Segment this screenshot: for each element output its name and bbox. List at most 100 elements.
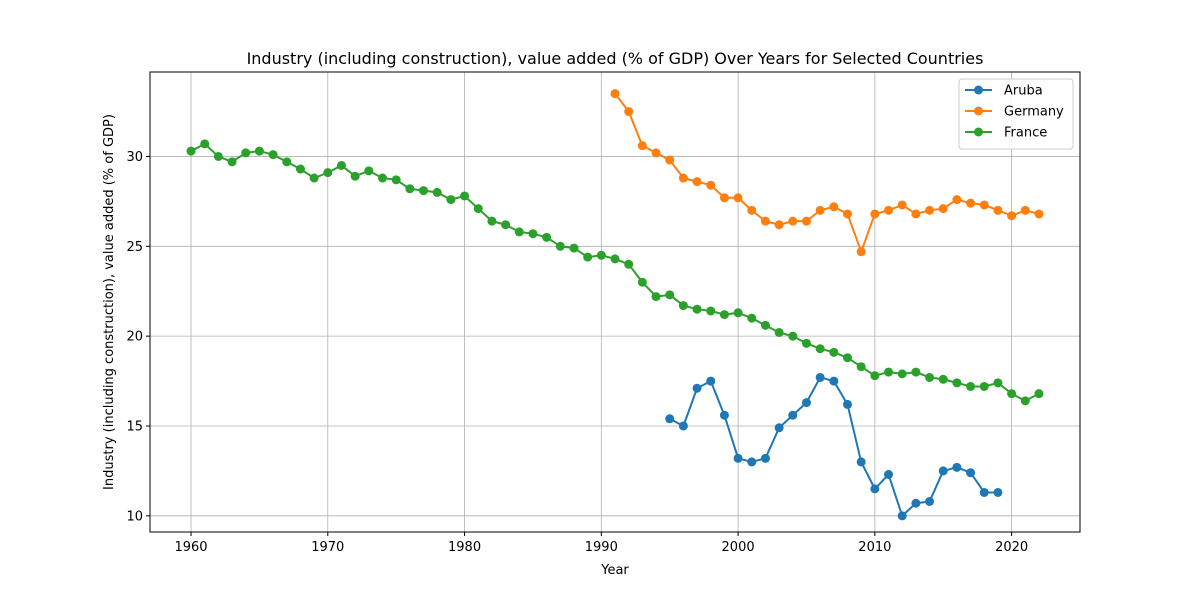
data-point-france: [391, 175, 401, 185]
x-tick-label: 2020: [995, 540, 1028, 555]
data-point-france: [1034, 389, 1044, 399]
data-point-aruba: [774, 423, 784, 433]
legend: Aruba Germany France: [958, 78, 1074, 150]
x-tick-label: 2000: [722, 540, 755, 555]
y-tick-label: 10: [126, 509, 143, 524]
data-point-france: [268, 150, 278, 160]
data-point-aruba: [884, 470, 894, 479]
grid-lines: [150, 72, 1080, 532]
data-point-france: [637, 277, 647, 287]
data-point-france: [213, 151, 223, 161]
legend-label-aruba: Aruba: [1004, 84, 1043, 99]
x-axis-title: Year: [600, 563, 629, 578]
data-point-france: [938, 374, 948, 384]
data-point-germany: [1020, 205, 1030, 215]
data-point-germany: [897, 200, 907, 210]
data-point-france: [1020, 396, 1030, 406]
data-point-france: [295, 164, 305, 174]
data-point-france: [801, 338, 811, 348]
data-point-aruba: [706, 376, 716, 386]
data-point-france: [227, 157, 237, 167]
data-point-aruba: [692, 383, 702, 393]
x-tick-label: 2010: [858, 540, 891, 555]
data-point-france: [583, 252, 593, 262]
data-point-france: [843, 353, 852, 363]
data-point-aruba: [911, 498, 921, 508]
data-point-france: [282, 157, 292, 167]
data-point-france: [473, 204, 483, 214]
data-point-france: [678, 301, 688, 311]
data-point-aruba: [788, 410, 798, 420]
data-point-germany: [884, 205, 894, 215]
data-point-germany: [706, 180, 716, 190]
data-point-france: [760, 320, 770, 330]
data-point-france: [719, 310, 729, 320]
series-germany: [610, 89, 1044, 257]
data-point-france: [856, 362, 866, 372]
data-point-france: [665, 290, 675, 300]
data-point-aruba: [897, 511, 907, 521]
data-point-germany: [637, 141, 647, 151]
legend-marker-aruba: [974, 85, 983, 95]
x-tick-label: 1980: [448, 540, 481, 555]
data-point-france: [241, 148, 251, 158]
data-point-france: [323, 168, 333, 178]
data-point-france: [897, 369, 907, 379]
data-point-france: [747, 313, 757, 323]
data-point-france: [487, 216, 497, 226]
data-point-germany: [788, 216, 798, 226]
data-point-france: [884, 367, 894, 377]
data-point-france: [925, 372, 935, 382]
data-point-france: [501, 220, 511, 230]
data-point-france: [979, 381, 989, 391]
data-point-germany: [678, 173, 688, 183]
data-point-france: [911, 367, 921, 377]
data-point-germany: [760, 216, 770, 226]
data-point-germany: [829, 202, 839, 212]
y-tick-label: 25: [126, 240, 143, 255]
data-point-aruba: [678, 421, 688, 431]
data-point-france: [993, 378, 1003, 388]
data-point-france: [378, 173, 387, 183]
series-layer: [186, 89, 1044, 521]
legend-marker-france: [974, 127, 983, 137]
data-point-germany: [993, 205, 1003, 215]
data-point-germany: [692, 177, 702, 187]
data-point-germany: [815, 205, 825, 215]
data-point-france: [186, 146, 196, 156]
data-point-aruba: [829, 376, 839, 386]
legend-entry-germany: Germany: [965, 105, 1064, 120]
data-point-germany: [952, 195, 962, 205]
data-point-aruba: [801, 398, 811, 408]
data-point-aruba: [938, 466, 948, 476]
x-tick-label: 1990: [585, 540, 618, 555]
x-tick-label: 1970: [311, 540, 344, 555]
data-point-france: [774, 328, 784, 338]
data-point-aruba: [966, 468, 976, 478]
data-point-germany: [1007, 211, 1017, 221]
data-point-france: [610, 254, 620, 264]
data-point-germany: [733, 193, 743, 203]
data-point-france: [569, 243, 579, 253]
data-point-aruba: [719, 410, 729, 420]
data-point-france: [815, 344, 825, 354]
data-point-aruba: [925, 496, 935, 506]
data-point-france: [966, 381, 976, 391]
data-point-france: [788, 331, 798, 341]
data-point-france: [309, 173, 319, 183]
data-point-aruba: [856, 457, 866, 467]
data-point-france: [870, 371, 880, 381]
data-point-france: [514, 227, 524, 237]
data-point-france: [405, 184, 415, 194]
data-point-germany: [651, 148, 661, 158]
data-point-aruba: [979, 487, 989, 497]
data-point-germany: [747, 205, 757, 215]
data-point-aruba: [843, 399, 852, 409]
data-point-france: [596, 250, 606, 260]
data-point-aruba: [747, 457, 757, 467]
data-point-germany: [925, 205, 935, 215]
data-point-france: [364, 166, 374, 176]
legend-entry-france: France: [965, 126, 1047, 141]
data-point-germany: [938, 204, 948, 214]
legend-entry-aruba: Aruba: [965, 84, 1043, 99]
